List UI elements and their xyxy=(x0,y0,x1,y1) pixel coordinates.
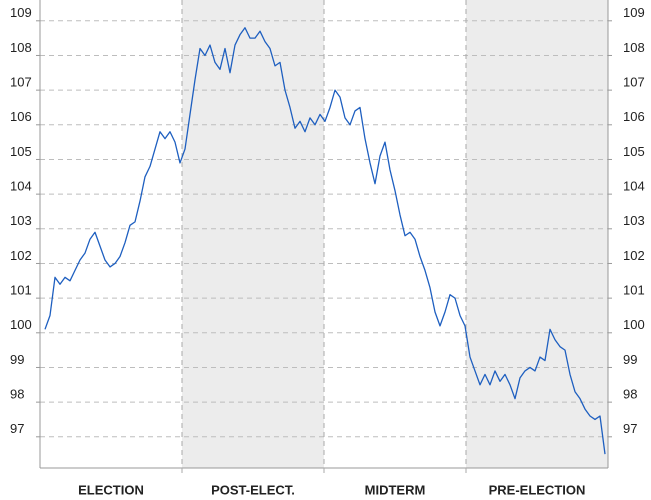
x-category-label: POST-ELECT. xyxy=(211,482,295,497)
y-tick-label: 102 xyxy=(10,248,32,263)
y-tick-label: 97 xyxy=(10,421,24,436)
y-tick-label: 97 xyxy=(623,421,637,436)
y-tick-label: 98 xyxy=(623,387,637,402)
y-tick-label: 105 xyxy=(10,144,32,159)
y-tick-label: 104 xyxy=(10,179,32,194)
x-category-label: PRE-ELECTION xyxy=(489,482,586,497)
y-tick-label: 99 xyxy=(10,352,24,367)
y-tick-label: 106 xyxy=(623,109,645,124)
y-tick-label: 101 xyxy=(10,283,32,298)
y-tick-label: 100 xyxy=(10,317,32,332)
y-tick-label: 104 xyxy=(623,179,645,194)
y-tick-label: 103 xyxy=(10,213,32,228)
x-category-label: ELECTION xyxy=(78,482,144,497)
y-tick-label: 98 xyxy=(10,387,24,402)
y-tick-label: 101 xyxy=(623,283,645,298)
y-tick-label: 106 xyxy=(10,109,32,124)
price-line xyxy=(44,27,606,455)
y-tick-label: 100 xyxy=(623,317,645,332)
y-tick-label: 99 xyxy=(623,352,637,367)
y-tick-label: 103 xyxy=(623,213,645,228)
y-tick-label: 102 xyxy=(623,248,645,263)
y-tick-label: 108 xyxy=(623,40,645,55)
region-shade xyxy=(182,0,324,468)
y-tick-label: 108 xyxy=(10,40,32,55)
y-tick-label: 107 xyxy=(10,75,32,90)
x-category-label: MIDTERM xyxy=(365,482,426,497)
y-tick-label: 105 xyxy=(623,144,645,159)
y-tick-label: 109 xyxy=(623,5,645,20)
region-shade xyxy=(466,0,608,468)
y-tick-label: 109 xyxy=(10,5,32,20)
y-tick-label: 107 xyxy=(623,75,645,90)
